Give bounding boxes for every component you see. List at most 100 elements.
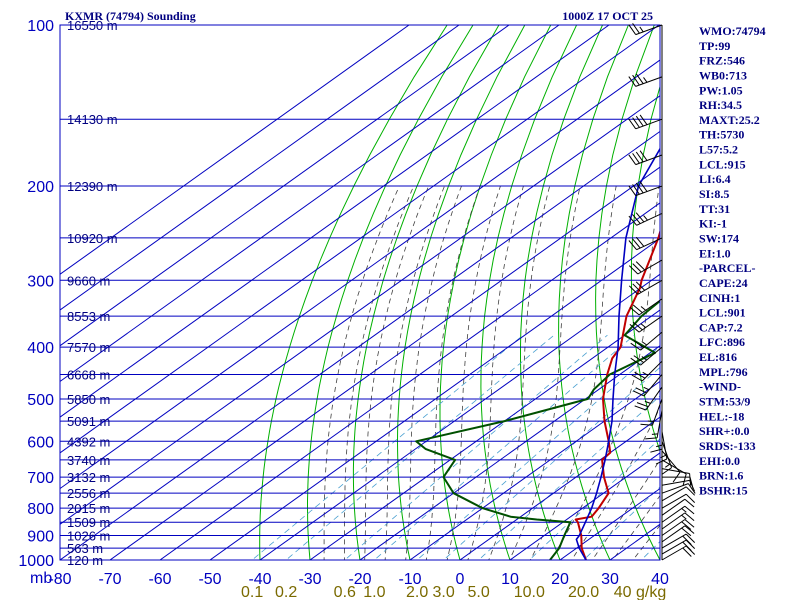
wind-barb-flag [632, 321, 643, 331]
temperature-tick-label: -60 [148, 571, 171, 588]
wind-barb-staff [641, 360, 663, 382]
index-value: LI:6.4 [699, 172, 731, 186]
wind-barb-flag [685, 486, 696, 496]
temperature-tick-label: 10 [501, 571, 519, 588]
pressure-label: 900 [27, 529, 54, 546]
moist-adiabat [571, 406, 660, 560]
temperature-tick-label: -20 [348, 571, 371, 588]
wind-barb [661, 493, 696, 509]
wind-barb [661, 533, 696, 549]
temperature-tick-label: -50 [198, 571, 221, 588]
wind-barb-flag [629, 306, 640, 316]
wind-barb-flag [632, 184, 640, 195]
index-value: STM:53/9 [699, 395, 750, 409]
height-label: 1026 m [67, 529, 110, 544]
mixing-ratio-label: 0.2 [275, 584, 297, 600]
isotherm [60, 25, 660, 454]
wind-barb-staff [661, 441, 673, 468]
wind-barb-staff [661, 483, 689, 494]
wind-barb-staff [661, 533, 687, 549]
wind-barb-flag [632, 23, 640, 34]
wind-barb-flag [628, 215, 637, 226]
height-label: 5850 m [67, 392, 110, 407]
mixing-ratio-line [344, 334, 608, 560]
index-value: BRN:1.6 [699, 469, 743, 483]
height-label: 4392 m [67, 434, 110, 449]
wind-barb-half-flag [644, 400, 651, 404]
wind-barb [629, 315, 663, 333]
temperature-tick-label: -30 [298, 571, 321, 588]
wind-barb-flag [685, 539, 696, 549]
wind-barb-staff [635, 154, 663, 166]
height-label: 6668 m [67, 368, 110, 383]
wind-barb-flag [685, 533, 696, 543]
skewt-profiles [415, 147, 660, 560]
height-label: 7570 m [67, 340, 110, 355]
isotherm [509, 452, 660, 560]
wind-barb-flag [639, 181, 648, 192]
mixing-ratio-line [251, 334, 524, 560]
wind-barb-staff [636, 237, 663, 251]
isotherm [309, 309, 660, 560]
wind-barb-staff [661, 468, 690, 474]
pressure-label: 400 [27, 340, 54, 357]
index-value: EHI:0.0 [699, 454, 740, 468]
wind-barb [630, 331, 663, 351]
wind-barb [634, 386, 663, 411]
wind-barb-flag [687, 483, 696, 494]
index-value: LCL:915 [699, 157, 746, 171]
wind-barb-staff [661, 539, 687, 555]
mixing-ratio-label: 0.1 [241, 584, 263, 600]
wind-barb-staff [637, 259, 663, 275]
height-label: 9660 m [67, 273, 110, 288]
dry-adiabat [764, 25, 800, 571]
wind-barb-flag [635, 151, 644, 163]
height-label: 5091 m [67, 414, 110, 429]
wind-barb-staff [640, 346, 663, 366]
isotherm [60, 25, 510, 347]
wind-barb-flag [633, 355, 644, 363]
wind-barb-staff [661, 512, 686, 530]
isotherm [109, 166, 660, 560]
mixing-ratio-label: 2.0 [406, 584, 428, 600]
wind-barb [628, 181, 663, 197]
wind-barb-staff [656, 410, 663, 438]
mixing-ratio-label: 10.0 [514, 584, 545, 600]
wind-barb-flag [635, 115, 644, 127]
index-value: LFC:896 [699, 335, 745, 349]
index-value: LCL:901 [699, 306, 746, 320]
wind-barb [628, 114, 663, 130]
wind-barb-flag [633, 340, 644, 348]
moist-adiabat [467, 185, 524, 560]
mixing-ratio-label: 1.0 [363, 584, 385, 600]
index-value: FRZ:546 [699, 54, 745, 68]
wind-barb-staff [661, 519, 686, 536]
mixing-ratio-label: 20.0 [568, 584, 599, 600]
index-value: TP:99 [699, 39, 730, 53]
wind-barb-flag [634, 371, 646, 379]
wind-barb [640, 398, 663, 426]
pressure-label: 200 [27, 179, 54, 196]
dry-adiabat [630, 84, 660, 453]
dry-adiabat [352, 25, 500, 560]
wind-barb-staff [661, 486, 687, 502]
isotherm [60, 95, 660, 525]
wind-barb-flag [628, 24, 637, 35]
index-value: CAP:7.2 [699, 320, 743, 334]
wind-barb [661, 539, 696, 555]
wind-barb-flag [635, 182, 644, 194]
wind-barb-flag [628, 154, 637, 165]
wind-barb-staff [643, 374, 663, 397]
wind-barb-flag [634, 405, 647, 411]
height-label: 2556 m [67, 486, 110, 501]
wind-barb-flag [629, 324, 640, 333]
wind-barb-flag [630, 342, 641, 351]
wind-barb-half-flag [647, 420, 654, 422]
wind-barb [645, 410, 663, 440]
wind-barb [661, 468, 692, 486]
wind-barb-flag [689, 480, 696, 492]
index-value: EL:816 [699, 350, 737, 364]
index-value: CINH:1 [699, 291, 740, 305]
wind-barb-flag [685, 493, 696, 503]
